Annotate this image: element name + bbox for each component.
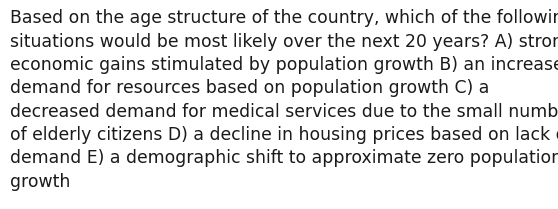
Text: Based on the age structure of the country, which of the following
situations wou: Based on the age structure of the countr… [10, 9, 558, 191]
